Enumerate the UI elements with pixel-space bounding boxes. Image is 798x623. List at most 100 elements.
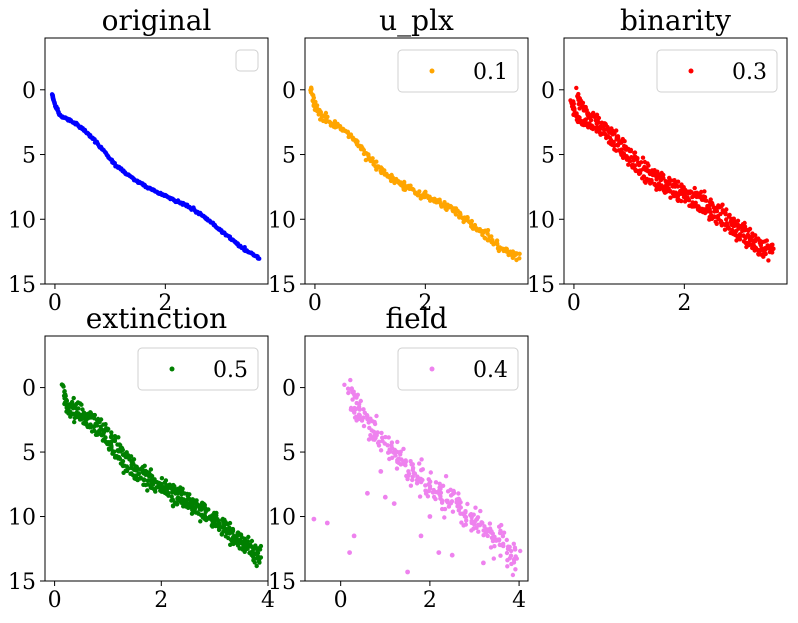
data-point	[365, 413, 370, 419]
data-point	[350, 397, 355, 402]
data-point	[348, 377, 353, 383]
data-point	[655, 183, 661, 189]
data-point	[501, 541, 506, 546]
data-point	[720, 202, 725, 207]
data-point	[472, 519, 478, 524]
data-point	[674, 183, 679, 188]
data-point	[109, 445, 114, 451]
data-point	[63, 393, 68, 399]
data-point	[450, 509, 456, 514]
series-points	[308, 85, 522, 263]
data-point	[724, 207, 729, 212]
data-point	[248, 550, 253, 555]
data-point	[237, 537, 243, 543]
data-point	[504, 550, 510, 556]
outlier-point	[418, 533, 424, 539]
data-point	[730, 227, 735, 233]
data-point	[186, 505, 192, 510]
data-point	[472, 222, 478, 228]
data-point	[635, 156, 640, 161]
data-point	[401, 446, 406, 452]
y-tick-label: 10	[268, 506, 296, 531]
data-point	[448, 501, 454, 506]
data-point	[396, 460, 401, 465]
outlier-point	[365, 490, 370, 496]
data-point	[511, 541, 516, 546]
data-point	[313, 99, 318, 105]
data-point	[163, 478, 169, 483]
data-point	[485, 228, 491, 233]
data-point	[379, 430, 384, 436]
data-point	[351, 392, 357, 397]
data-point	[456, 491, 461, 496]
data-point	[403, 463, 408, 468]
data-point	[692, 185, 697, 191]
data-point	[752, 243, 757, 249]
data-point	[615, 134, 621, 139]
data-point	[388, 449, 393, 454]
data-point	[112, 438, 118, 444]
outlier-point	[427, 514, 433, 519]
data-point	[673, 190, 678, 195]
data-point	[506, 544, 511, 549]
legend-marker	[429, 366, 435, 372]
data-point	[169, 498, 174, 503]
data-point	[446, 504, 452, 509]
legend-marker	[429, 68, 435, 74]
legend: 0.5	[137, 347, 259, 391]
x-tick-label: 2	[154, 588, 168, 613]
outlier-point	[351, 533, 357, 539]
data-point	[97, 428, 102, 433]
data-point	[410, 477, 415, 483]
data-point	[770, 242, 775, 247]
data-point	[64, 398, 69, 404]
data-point	[76, 406, 81, 411]
data-point	[654, 187, 659, 192]
data-point	[410, 465, 416, 471]
x-tick-label: 4	[512, 588, 526, 613]
data-point	[596, 115, 602, 121]
data-point	[348, 407, 354, 412]
data-point	[667, 181, 672, 186]
data-point	[727, 212, 732, 218]
data-point	[246, 534, 251, 540]
data-point	[685, 197, 691, 202]
data-point	[456, 508, 461, 513]
data-point	[689, 190, 694, 195]
data-point	[342, 382, 347, 387]
data-point	[374, 413, 379, 419]
data-point	[753, 233, 758, 238]
data-point	[442, 200, 447, 205]
data-point	[159, 476, 165, 481]
data-point	[418, 476, 424, 482]
data-point	[194, 498, 199, 503]
data-point	[439, 204, 444, 209]
data-point	[439, 498, 445, 503]
data-point	[214, 510, 219, 516]
legend-marker	[688, 68, 694, 74]
outlier-point	[382, 494, 388, 500]
data-point	[398, 449, 403, 454]
data-point	[195, 502, 200, 507]
data-point	[518, 548, 523, 554]
outlier-point	[405, 569, 410, 575]
data-point	[487, 521, 493, 526]
data-point	[476, 529, 481, 534]
data-point	[70, 406, 76, 411]
data-point	[639, 160, 644, 165]
y-tick-label: 0	[22, 377, 36, 402]
data-point	[355, 392, 360, 397]
x-tick-label: 0	[48, 588, 62, 613]
data-point	[645, 161, 650, 166]
data-point	[417, 461, 422, 466]
subplot-title: u_plx	[379, 4, 454, 37]
data-point	[437, 197, 442, 202]
data-point	[430, 490, 436, 495]
data-point	[234, 536, 239, 541]
y-tick-label: 10	[8, 208, 36, 233]
data-point	[249, 538, 255, 544]
data-point	[366, 420, 371, 425]
data-point	[513, 547, 518, 552]
data-point	[632, 150, 638, 155]
data-point	[771, 246, 776, 251]
